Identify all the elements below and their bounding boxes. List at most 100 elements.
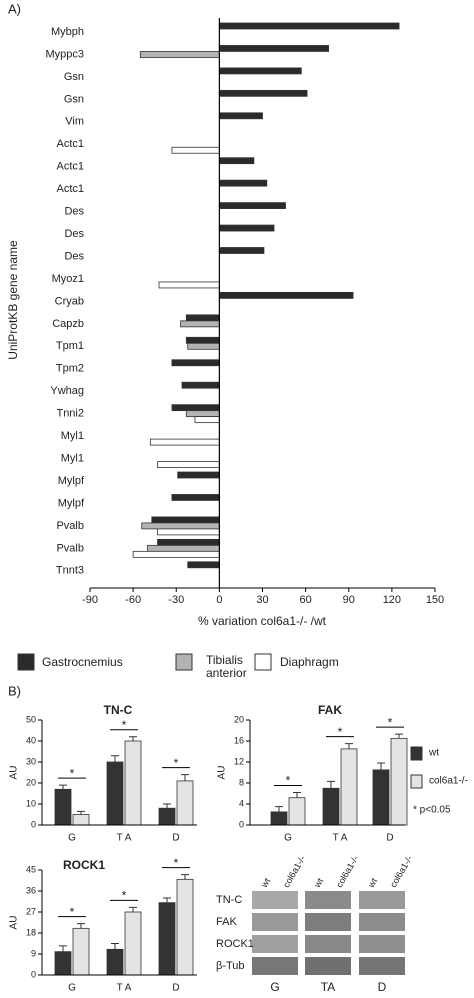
error-bar xyxy=(181,874,189,880)
bar xyxy=(158,281,220,289)
x-tick-label: 60 xyxy=(300,594,312,606)
significance-mark: * xyxy=(70,766,75,780)
significance-mark: * xyxy=(286,774,291,788)
error-bar xyxy=(181,774,189,781)
y-tick-label: Tpm1 xyxy=(56,340,84,352)
y-tick-label: 40 xyxy=(26,735,36,745)
y-tick-label: 20 xyxy=(234,714,244,724)
y-axis-label: AU xyxy=(217,766,228,780)
legend-label: Tibialis anterior xyxy=(206,653,247,680)
chart-title: ROCK1 xyxy=(63,858,105,872)
error-bar xyxy=(59,784,67,790)
row-label: ROCK1 xyxy=(216,938,254,950)
x-tick-label: G xyxy=(68,983,76,994)
error-bar xyxy=(345,743,353,749)
lane-label: wt xyxy=(312,876,326,890)
bar xyxy=(180,320,220,328)
y-tick-label: 4 xyxy=(239,798,244,808)
significance-mark: * xyxy=(122,718,127,732)
y-tick-label: Vim xyxy=(65,116,84,128)
y-axis-label: AU xyxy=(9,916,20,930)
bar xyxy=(106,948,124,976)
bar xyxy=(181,381,220,389)
bar xyxy=(218,22,400,30)
y-tick-label: 0 xyxy=(31,969,36,979)
row-label: FAK xyxy=(216,916,237,928)
y-tick-label: Capzb xyxy=(52,318,84,330)
error-bar xyxy=(163,803,171,809)
lane-label: col6a1-/- xyxy=(281,854,307,889)
bar xyxy=(185,314,220,322)
bar xyxy=(187,561,220,569)
y-tick-label: Ywhag xyxy=(50,385,84,397)
bar xyxy=(132,550,220,558)
x-tick-label: G xyxy=(68,833,76,844)
y-tick-label: Des xyxy=(64,228,84,240)
error-bar xyxy=(377,762,385,770)
y-tick-label: Cryab xyxy=(55,295,84,307)
bar xyxy=(187,342,220,350)
note: * p<0.05 xyxy=(413,805,451,816)
bar xyxy=(218,224,275,232)
error-bar xyxy=(129,736,137,741)
lane-label: col6a1-/- xyxy=(334,854,360,889)
bar xyxy=(124,911,142,976)
x-tick-label: D xyxy=(386,833,393,844)
error-bar xyxy=(59,945,67,952)
bar xyxy=(158,807,176,826)
y-tick-label: Actc1 xyxy=(56,161,84,173)
x-tick-label: D xyxy=(172,833,179,844)
group-label: G xyxy=(270,980,279,994)
bar xyxy=(177,471,220,479)
y-tick-label: Gsn xyxy=(64,93,84,105)
lane-label: wt xyxy=(259,876,273,890)
panel-label: A) xyxy=(8,1,21,16)
legend-label: Diaphragm xyxy=(280,655,339,669)
bar xyxy=(157,461,220,468)
y-tick-label: Mylpf xyxy=(58,475,85,487)
y-tick-label: 36 xyxy=(26,885,36,895)
y-axis-label: AU xyxy=(9,766,20,780)
bar xyxy=(158,902,176,976)
x-tick-label: 90 xyxy=(343,594,355,606)
bar xyxy=(390,737,408,826)
bar xyxy=(322,787,340,826)
lane-label: wt xyxy=(366,876,380,890)
y-tick-label: 50 xyxy=(26,714,36,724)
y-tick-label: 45 xyxy=(26,864,36,874)
error-bar xyxy=(111,755,119,762)
lane-label: col6a1-/- xyxy=(388,854,414,889)
y-tick-label: Myppc3 xyxy=(45,48,84,60)
bar xyxy=(218,67,302,75)
x-tick-label: T A xyxy=(117,983,132,994)
y-tick-label: Tnni2 xyxy=(56,408,84,420)
bar xyxy=(139,51,220,58)
y-tick-label: Mylpf xyxy=(58,497,85,509)
error-bar xyxy=(327,780,335,789)
bar xyxy=(171,494,220,501)
chart-title: TN-C xyxy=(104,703,133,717)
legend-swatch xyxy=(254,653,272,671)
blot-bands xyxy=(252,891,405,975)
y-tick-label: 27 xyxy=(26,906,36,916)
bar xyxy=(340,748,358,826)
bar xyxy=(54,951,72,976)
bar xyxy=(151,516,220,524)
bar xyxy=(218,179,268,187)
x-tick-label: G xyxy=(284,833,292,844)
bar xyxy=(194,416,220,424)
y-tick-label: Myl1 xyxy=(61,430,84,442)
y-tick-label: 20 xyxy=(26,777,36,787)
error-bar xyxy=(111,943,119,950)
legend-label: Gastrocnemius xyxy=(42,655,123,669)
y-tick-label: Gsn xyxy=(64,71,84,83)
bar xyxy=(218,157,255,165)
x-tick-label: -90 xyxy=(82,594,98,606)
x-tick-label: D xyxy=(172,983,179,994)
y-tick-label: Des xyxy=(64,250,84,262)
bar xyxy=(72,927,90,976)
bar xyxy=(54,788,72,826)
significance-mark: * xyxy=(388,715,393,729)
bar xyxy=(72,814,90,826)
